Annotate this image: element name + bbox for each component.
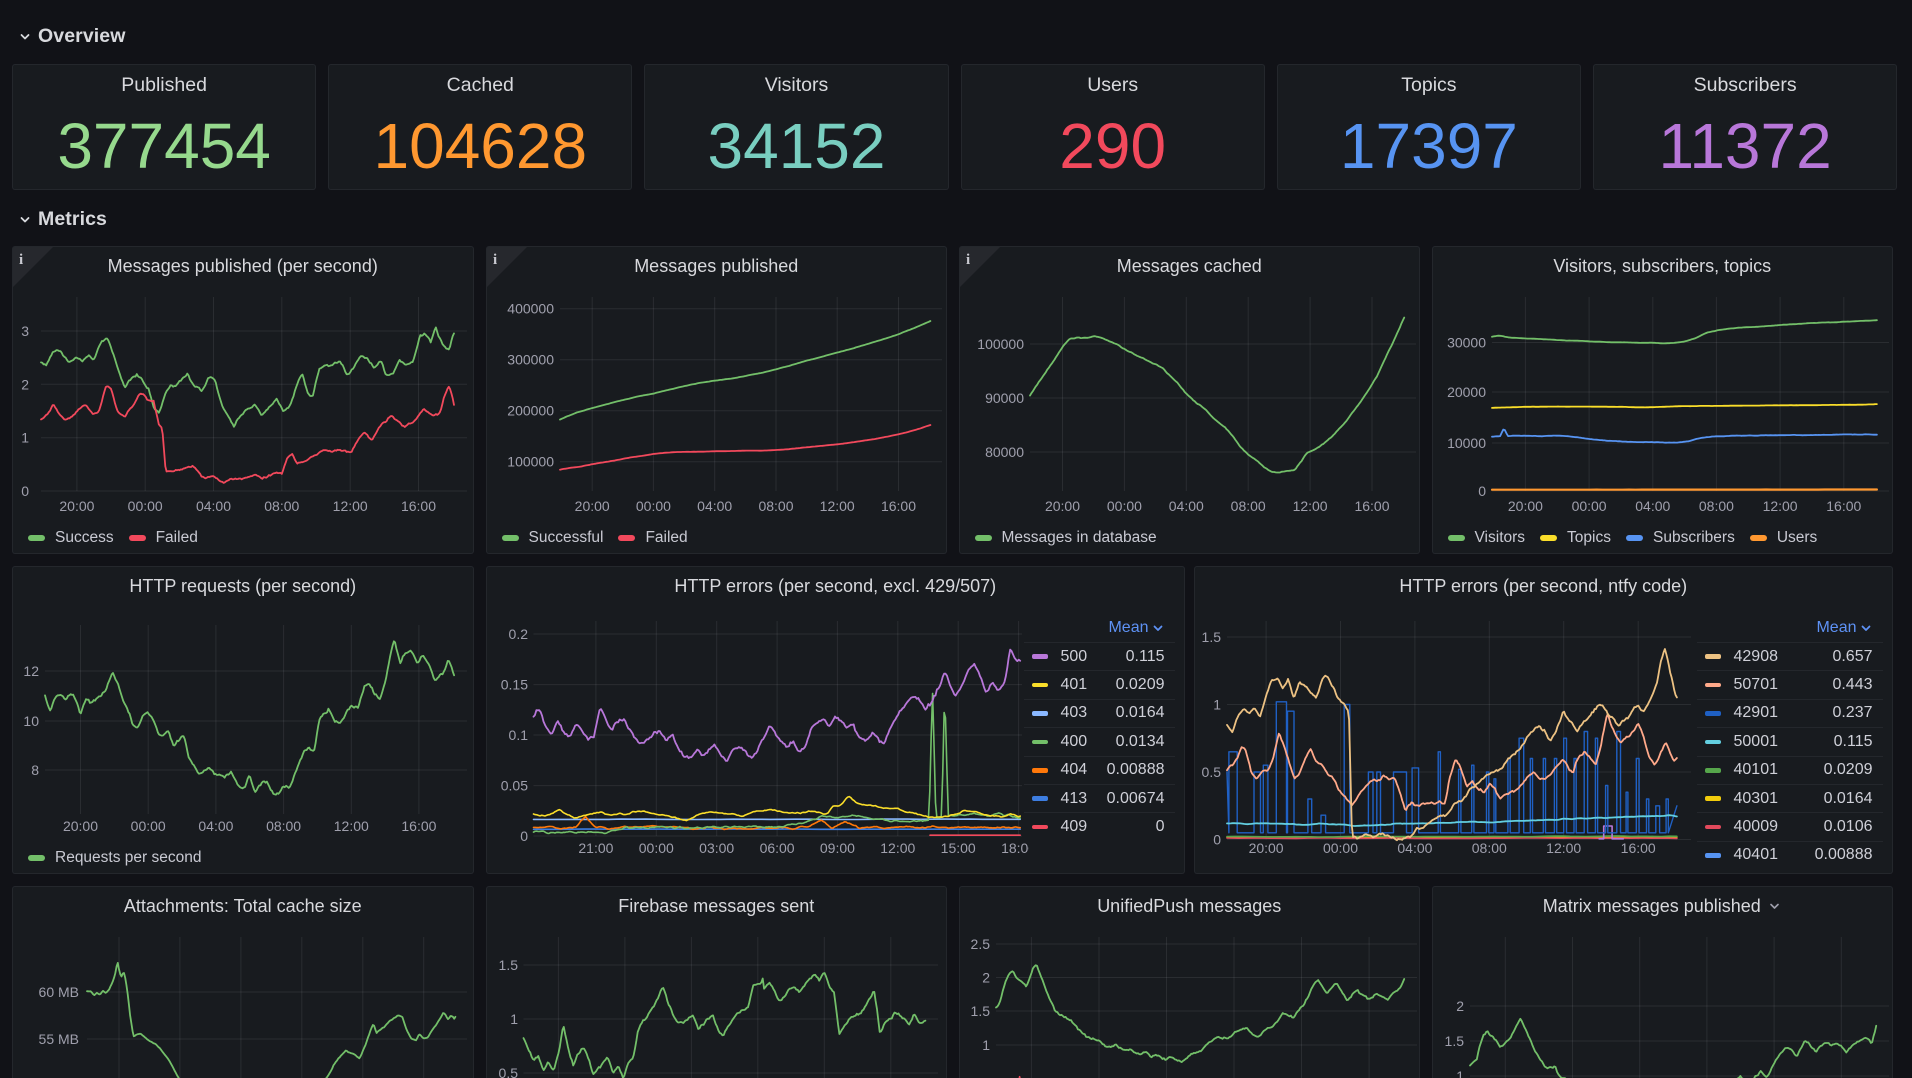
svg-text:2: 2	[21, 376, 29, 392]
svg-text:1: 1	[1456, 1068, 1464, 1078]
svg-text:2.5: 2.5	[970, 936, 990, 952]
svg-text:20:00: 20:00	[574, 498, 609, 514]
svg-text:08:00: 08:00	[266, 818, 301, 834]
svg-text:04:00: 04:00	[198, 818, 233, 834]
svg-text:1: 1	[21, 430, 29, 446]
svg-text:18:00: 18:00	[1001, 840, 1036, 856]
svg-text:80000: 80000	[985, 444, 1024, 460]
svg-text:20:00: 20:00	[1507, 498, 1542, 514]
svg-text:04:00: 04:00	[1635, 498, 1670, 514]
svg-text:12:00: 12:00	[1292, 498, 1327, 514]
svg-text:1.5: 1.5	[498, 957, 518, 973]
svg-text:1: 1	[982, 1037, 990, 1053]
svg-text:100000: 100000	[977, 336, 1024, 352]
svg-text:00:00: 00:00	[128, 498, 163, 514]
svg-text:0: 0	[1478, 483, 1486, 499]
svg-text:20:00: 20:00	[1044, 498, 1079, 514]
svg-text:16:00: 16:00	[401, 818, 436, 834]
svg-text:04:00: 04:00	[196, 498, 231, 514]
svg-text:1: 1	[510, 1011, 518, 1027]
svg-text:100000: 100000	[507, 454, 554, 470]
svg-text:00:00: 00:00	[1322, 840, 1357, 856]
svg-text:1.5: 1.5	[970, 1003, 990, 1019]
svg-text:00:00: 00:00	[635, 498, 670, 514]
svg-text:1.5: 1.5	[1444, 1033, 1464, 1049]
svg-text:12:00: 12:00	[1762, 498, 1797, 514]
svg-text:16:00: 16:00	[1354, 498, 1389, 514]
svg-text:0.05: 0.05	[500, 778, 527, 794]
svg-text:1: 1	[1213, 697, 1221, 713]
svg-text:30000: 30000	[1447, 335, 1486, 351]
svg-text:2: 2	[982, 970, 990, 986]
svg-text:0.2: 0.2	[508, 626, 528, 642]
svg-text:08:00: 08:00	[1471, 840, 1506, 856]
svg-text:00:00: 00:00	[131, 818, 166, 834]
svg-text:04:00: 04:00	[1168, 498, 1203, 514]
svg-text:0: 0	[21, 483, 29, 499]
svg-text:04:00: 04:00	[1397, 840, 1432, 856]
svg-text:03:00: 03:00	[699, 840, 734, 856]
svg-text:2: 2	[1456, 998, 1464, 1014]
svg-text:12: 12	[23, 663, 39, 679]
svg-text:08:00: 08:00	[1698, 498, 1733, 514]
svg-text:55 MB: 55 MB	[39, 1031, 79, 1047]
svg-text:400000: 400000	[507, 301, 554, 317]
svg-text:12:00: 12:00	[819, 498, 854, 514]
svg-text:16:00: 16:00	[880, 498, 915, 514]
svg-text:12:00: 12:00	[880, 840, 915, 856]
svg-text:1.5: 1.5	[1201, 629, 1221, 645]
svg-text:06:00: 06:00	[759, 840, 794, 856]
svg-text:16:00: 16:00	[1620, 840, 1655, 856]
svg-text:12:00: 12:00	[1546, 840, 1581, 856]
svg-text:0.15: 0.15	[500, 677, 527, 693]
svg-text:16:00: 16:00	[1826, 498, 1861, 514]
svg-text:00:00: 00:00	[638, 840, 673, 856]
svg-text:i: i	[966, 252, 970, 268]
svg-text:00:00: 00:00	[1571, 498, 1606, 514]
svg-text:15:00: 15:00	[940, 840, 975, 856]
svg-text:04:00: 04:00	[697, 498, 732, 514]
svg-text:20:00: 20:00	[63, 818, 98, 834]
svg-text:i: i	[493, 252, 497, 268]
svg-text:09:00: 09:00	[819, 840, 854, 856]
svg-text:08:00: 08:00	[264, 498, 299, 514]
svg-text:12:00: 12:00	[333, 498, 368, 514]
svg-text:90000: 90000	[985, 390, 1024, 406]
svg-text:00:00: 00:00	[1106, 498, 1141, 514]
svg-text:20:00: 20:00	[59, 498, 94, 514]
svg-text:0.5: 0.5	[1201, 764, 1221, 780]
svg-text:0: 0	[1213, 832, 1221, 848]
svg-text:300000: 300000	[507, 352, 554, 368]
svg-text:0: 0	[520, 828, 528, 844]
svg-text:8: 8	[31, 762, 39, 778]
svg-text:0.1: 0.1	[508, 727, 528, 743]
svg-text:0.5: 0.5	[498, 1065, 518, 1078]
svg-text:20:00: 20:00	[1248, 840, 1283, 856]
svg-text:10: 10	[23, 713, 39, 729]
svg-text:20000: 20000	[1447, 384, 1486, 400]
svg-text:200000: 200000	[507, 403, 554, 419]
svg-text:i: i	[19, 252, 23, 268]
svg-text:60 MB: 60 MB	[39, 984, 79, 1000]
svg-text:12:00: 12:00	[334, 818, 369, 834]
svg-text:21:00: 21:00	[578, 840, 613, 856]
svg-text:16:00: 16:00	[401, 498, 436, 514]
svg-text:10000: 10000	[1447, 435, 1486, 451]
svg-text:3: 3	[21, 323, 29, 339]
svg-text:08:00: 08:00	[1230, 498, 1265, 514]
svg-text:08:00: 08:00	[758, 498, 793, 514]
